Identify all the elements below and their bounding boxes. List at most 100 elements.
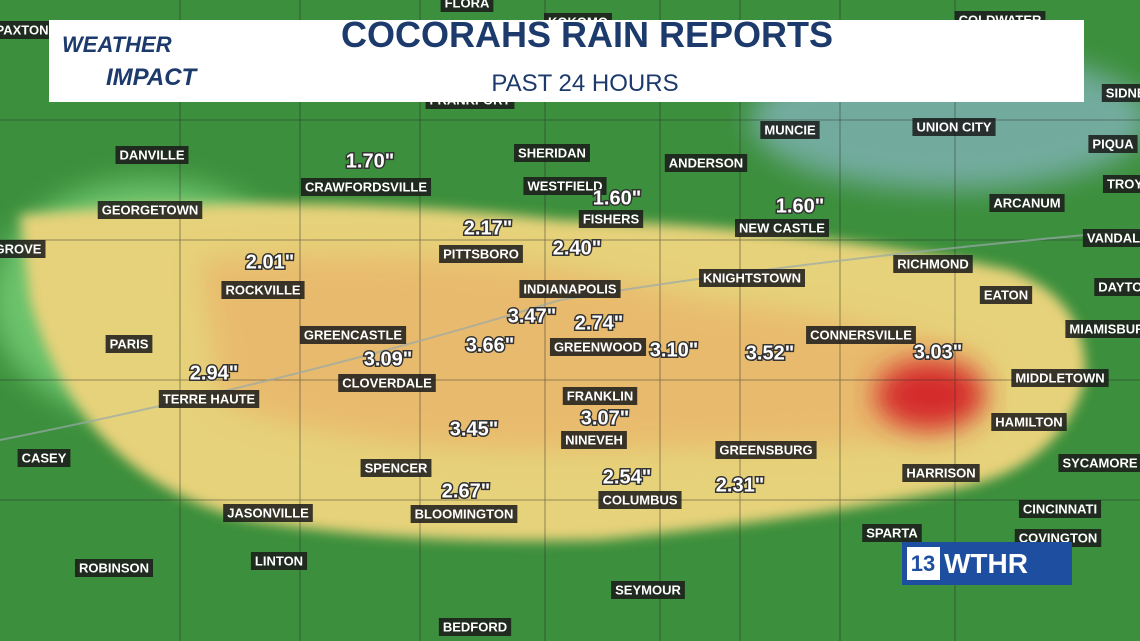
city-label: SEYMOUR [611,581,685,599]
city-label: INDIANAPOLIS [519,280,621,298]
city-label: SYCAMORE [1058,454,1140,472]
city-name: SPENCER [365,460,428,475]
rain-report: 3.45" [450,418,498,440]
city-label: MUNCIE [760,121,820,139]
city-label-bg [664,154,748,172]
city-label: ROBINSON [74,559,154,577]
city-name: NEW CASTLE [739,220,825,235]
city-label: DAYTON [1094,278,1140,296]
city-name: PARIS [110,336,149,351]
brand-logo: 13 WTHR [902,542,1072,585]
city-label-bg [893,255,973,273]
city-label-bg [221,281,305,299]
rain-report: 3.10" [650,339,698,361]
city-name: FLORA [445,0,490,10]
city-name: VANDALIA [1087,230,1140,245]
city-label-bg [410,505,518,523]
city-label: CINCINNATI [1018,500,1102,518]
city-label: PARIS [105,335,153,353]
city-label-bg [360,459,432,477]
city-label: EATON [979,286,1033,304]
city-label-bg [299,326,407,344]
city-label-bg [715,441,817,459]
city-label-bg [902,464,980,482]
city-label: ROCKVILLE [221,281,305,299]
city-label: KNIGHTSTOWN [699,269,805,287]
city-label-bg [979,286,1033,304]
city-name: CINCINNATI [1023,501,1097,516]
city-label-bg [523,177,607,195]
rain-report: 1.60" [776,195,824,217]
city-label: PAXTON [0,21,53,39]
city-label-bg [1102,175,1140,193]
city-label-bg [1088,135,1138,153]
city-label: NINEVEH [561,431,627,449]
city-label: CLOVERDALE [338,374,436,392]
city-label: NEW CASTLE [735,219,829,237]
city-name: LINTON [255,553,303,568]
city-label: FISHERS [578,210,644,228]
city-name: HARRISON [906,465,975,480]
city-label: ARCANUM [989,194,1065,212]
city-label: RICHMOND [893,255,973,273]
city-name: NINEVEH [565,432,623,447]
city-label: GREENCASTLE [299,326,407,344]
rain-report: 3.09" [364,348,412,370]
city-name: INDIANAPOLIS [523,281,617,296]
rain-report: 3.66" [466,334,514,356]
city-label-bg [115,146,189,164]
city-name: ROCKVILLE [225,282,300,297]
city-label-bg [105,335,153,353]
city-label: GREENSBURG [715,441,817,459]
city-name: FISHERS [583,211,640,226]
city-label: UNION CITY [912,118,996,136]
city-name: MUNCIE [764,122,816,137]
rain-report: 3.47" [508,305,556,327]
logo-bottom: IMPACT [106,64,199,91]
city-label: CRAWFORDSVILLE [300,178,432,196]
city-name: COLUMBUS [602,492,677,507]
city-label-bg [158,390,260,408]
city-label-bg [991,413,1067,431]
city-label: VANDALIA [1082,229,1140,247]
city-name: PITTSBORO [443,246,519,261]
city-label-bg [440,0,494,12]
title: COCORAHS RAIN REPORTS [341,14,833,55]
city-label: GEORGETOWN [97,201,203,219]
city-label-bg [514,144,590,162]
city-label: FRANKLIN [562,387,638,405]
city-name: CASEY [22,450,67,465]
city-label-bg [438,618,512,636]
rain-report: 2.40" [553,237,601,259]
city-label-bg [1011,369,1109,387]
city-name: CONNERSVILLE [810,327,912,342]
city-label: SIDNEY [1101,84,1140,102]
city-name: TERRE HAUTE [163,391,256,406]
city-label-bg [1082,229,1140,247]
city-name: CRAWFORDSVILLE [305,179,427,194]
city-label-bg [562,387,638,405]
city-name: GREENCASTLE [304,327,403,342]
city-label-bg [806,326,916,344]
city-label-bg [735,219,829,237]
city-label: GREENWOOD [549,338,647,356]
city-label: CASEY [17,449,71,467]
header: WEATHER IMPACT COCORAHS RAIN REPORTS PAS… [49,14,1084,102]
city-label: HAMILTON [991,413,1067,431]
city-name: MIAMISBURG [1069,321,1140,336]
city-name: GREENWOOD [554,339,642,354]
rain-report: 3.07" [581,407,629,429]
city-name: HAMILTON [995,414,1062,429]
rain-report: 2.01" [246,251,294,273]
city-name: DAYTON [1098,279,1140,294]
city-label-bg [598,491,682,509]
radar-red [875,360,985,430]
city-label-bg [760,121,820,139]
city-label: FLORA [440,0,494,12]
city-label: GROVE [0,240,46,258]
city-label: PITTSBORO [439,245,523,263]
city-label: ANDERSON [664,154,748,172]
city-name: DANVILLE [120,147,185,162]
